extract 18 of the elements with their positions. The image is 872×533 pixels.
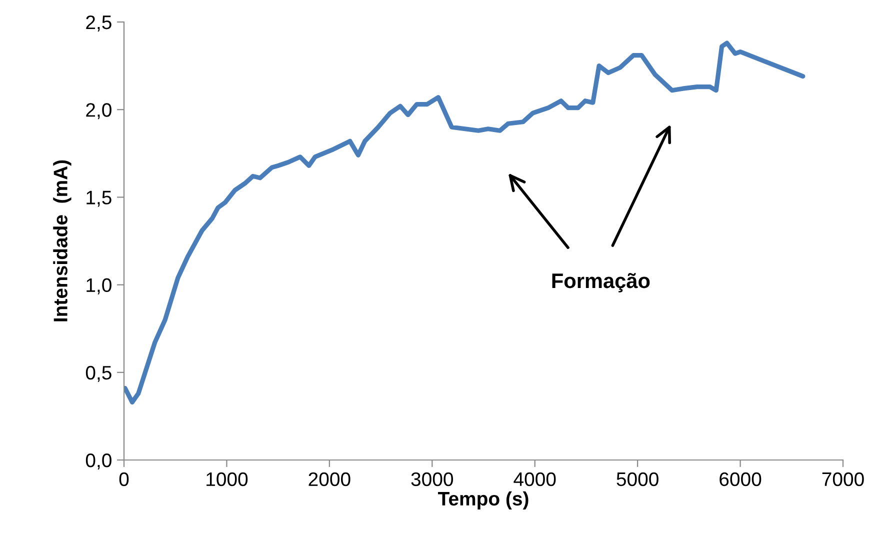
x-tick-label: 5000 bbox=[616, 472, 658, 486]
x-tick-label: 2000 bbox=[308, 472, 350, 486]
x-tick-label: 6000 bbox=[720, 472, 762, 486]
y-tick-label: 2,0 bbox=[86, 103, 112, 120]
y-tick-label: 1,0 bbox=[86, 278, 112, 294]
x-tick-label: 1000 bbox=[206, 472, 248, 486]
y-axis-title: Intensidade (mA) bbox=[53, 160, 72, 322]
x-tick-label: 3000 bbox=[411, 472, 454, 486]
y-tick-label: 2,5 bbox=[86, 15, 112, 32]
line-series bbox=[124, 40, 806, 404]
x-axis-title: Tempo (s) bbox=[438, 491, 528, 510]
annotation: Formação bbox=[552, 272, 650, 292]
x-tick-label: 4000 bbox=[514, 472, 556, 486]
x-tick-label: 7000 bbox=[822, 472, 864, 486]
y-tick-label: 0,5 bbox=[86, 366, 112, 382]
x-tick-label: 0 bbox=[119, 472, 129, 486]
y-tick-label: 0,0 bbox=[86, 453, 112, 470]
y-tick-label: 1,5 bbox=[86, 190, 112, 207]
